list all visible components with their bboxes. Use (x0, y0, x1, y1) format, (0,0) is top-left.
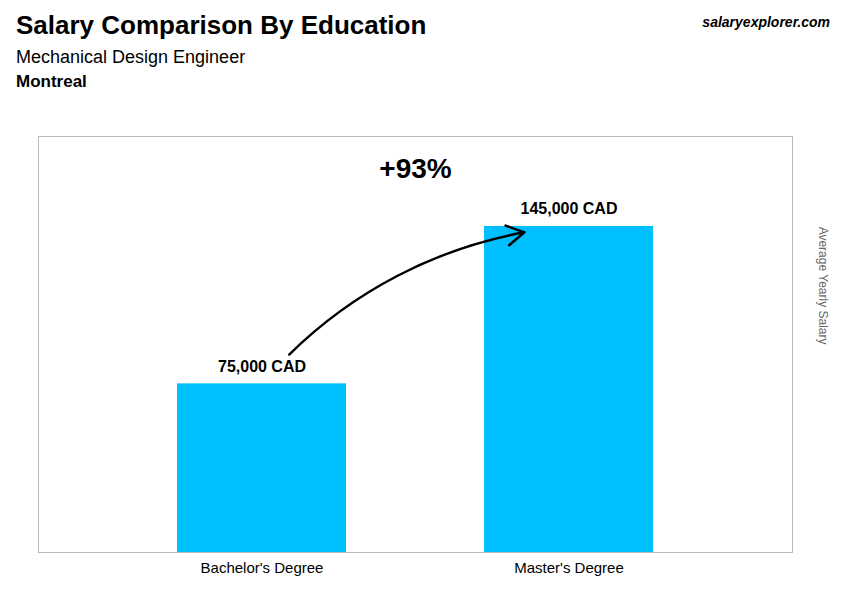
svg-text:75,000 CAD: 75,000 CAD (218, 358, 306, 375)
html-text:Salary Comparison By Education: Salary Comparison By Education (16, 10, 427, 40)
html-text:salaryexplorer.com: salaryexplorer.com (702, 14, 830, 30)
svg-text:Average Yearly Salary: Average Yearly Salary (816, 227, 830, 345)
svg-text:145,000 CAD: 145,000 CAD (521, 200, 618, 217)
svg-text:Master's Degree: Master's Degree (514, 559, 624, 576)
svg-text:+93%: +93% (379, 153, 451, 184)
html-text:Mechanical Design Engineer: Mechanical Design Engineer (16, 47, 246, 67)
svg-text:Bachelor's Degree: Bachelor's Degree (201, 559, 324, 576)
html-text:Montreal: Montreal (16, 72, 87, 91)
